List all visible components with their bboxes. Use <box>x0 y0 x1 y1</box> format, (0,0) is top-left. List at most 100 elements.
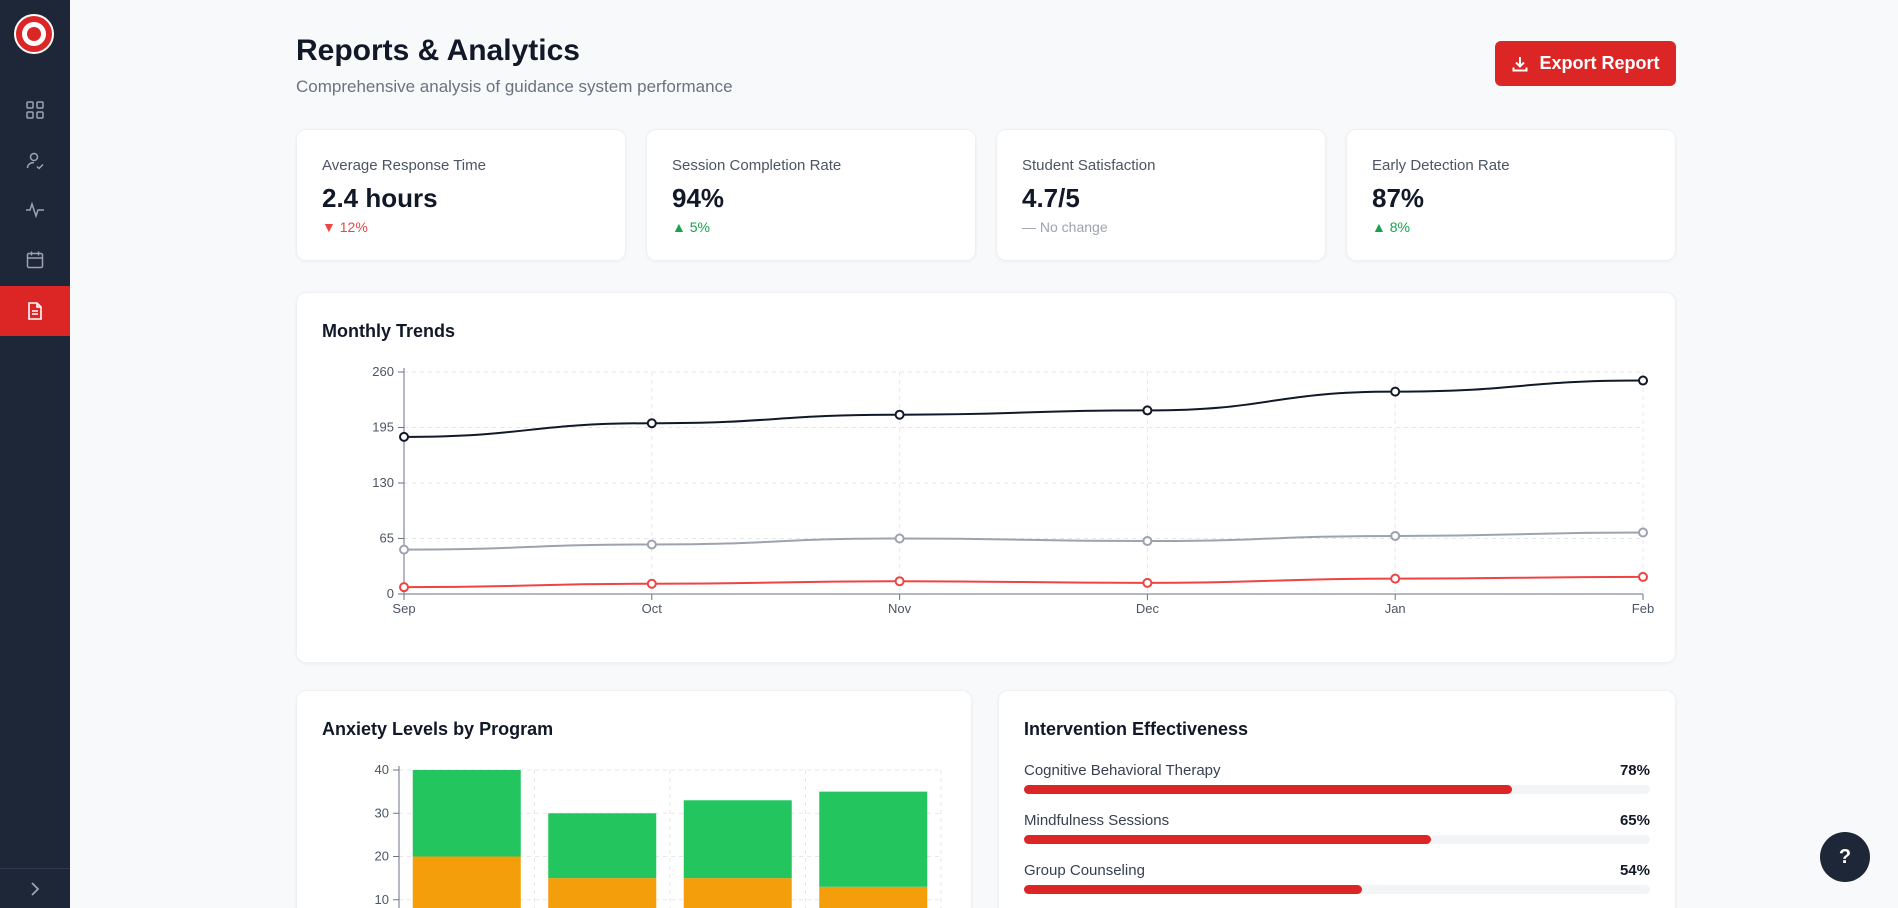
x-tick-label: Jan <box>1385 601 1406 616</box>
logo-emblem <box>22 22 46 46</box>
x-tick-label: Sep <box>392 601 415 616</box>
bar-segment <box>819 791 928 887</box>
series-line <box>403 575 1644 589</box>
bar-segment <box>819 886 928 908</box>
sidebar <box>0 0 70 908</box>
intervention-value: 54% <box>1619 862 1650 879</box>
stat-change: — No change <box>1022 219 1108 235</box>
series-line <box>403 379 1644 438</box>
data-point <box>1638 375 1648 386</box>
y-tick-label: 65 <box>380 531 394 546</box>
chevron-right-icon <box>31 881 40 896</box>
stat-value: 87% <box>1372 183 1425 213</box>
page-title: Reports & Analytics <box>296 34 580 67</box>
dashboard-grid-icon <box>26 101 44 119</box>
data-point <box>1638 571 1648 582</box>
bar-segment <box>412 856 521 908</box>
x-tick-label: Oct <box>642 601 663 616</box>
y-tick-label: 10 <box>375 892 389 907</box>
data-point <box>399 544 409 555</box>
data-point <box>1142 577 1153 588</box>
anxiety-levels-chart: 10 20 30 40 <box>375 762 942 908</box>
export-report-label: Export Report <box>1539 53 1660 73</box>
intervention-track <box>1024 885 1650 894</box>
data-point <box>1638 527 1648 538</box>
intervention-label: Group Counseling <box>1024 862 1145 879</box>
stat-card-response-time: Average Response Time 2.4 hours ▼ 12% <box>296 129 626 261</box>
stat-change: ▲ 5% <box>672 219 710 235</box>
data-point <box>894 576 905 587</box>
y-tick-label: 40 <box>375 762 389 777</box>
sidebar-item-calendar[interactable] <box>0 235 70 285</box>
stat-value: 94% <box>672 183 725 213</box>
data-point <box>1390 530 1401 541</box>
x-tick-label: Feb <box>1632 601 1654 616</box>
anxiety-levels-card: Anxiety Levels by Program 10 20 30 40 <box>296 690 972 908</box>
x-tick-label: Dec <box>1136 601 1160 616</box>
bar-segment <box>683 800 792 879</box>
export-report-button[interactable]: Export Report <box>1495 41 1676 86</box>
intervention-track <box>1024 785 1650 794</box>
x-tick-label: Nov <box>888 601 912 616</box>
y-tick-label: 195 <box>372 420 394 435</box>
sidebar-expand-button[interactable] <box>0 868 70 908</box>
y-tick-label: 260 <box>372 364 394 379</box>
users-icon <box>26 152 44 170</box>
intervention-progress-bar <box>1024 835 1431 844</box>
bar-segment <box>548 813 657 879</box>
anxiety-levels-title: Anxiety Levels by Program <box>322 719 554 739</box>
intervention-effectiveness-card: Intervention Effectiveness Cognitive Beh… <box>998 690 1676 908</box>
activity-icon <box>26 201 44 219</box>
bar-segment <box>548 878 657 908</box>
data-point <box>1142 405 1153 416</box>
download-icon <box>1512 56 1528 71</box>
data-point <box>646 578 657 589</box>
stat-label: Early Detection Rate <box>1372 157 1510 174</box>
page-subtitle: Comprehensive analysis of guidance syste… <box>296 77 733 96</box>
reports-document-icon <box>28 302 42 320</box>
data-point <box>894 533 905 544</box>
data-point <box>1142 536 1153 547</box>
stat-label: Student Satisfaction <box>1022 157 1156 174</box>
sidebar-item-activity[interactable] <box>0 185 70 235</box>
data-point <box>1390 386 1401 397</box>
intervention-progress-bar <box>1024 785 1513 794</box>
data-point <box>646 539 657 550</box>
stat-label: Average Response Time <box>322 157 486 174</box>
stat-value: 2.4 hours <box>322 183 438 213</box>
bar-segment <box>412 770 521 857</box>
intervention-progress-bar <box>1024 885 1363 894</box>
data-point <box>1390 573 1401 584</box>
data-point <box>894 409 905 420</box>
y-tick-label: 0 <box>387 586 394 601</box>
intervention-label: Mindfulness Sessions <box>1024 812 1170 829</box>
intervention-effectiveness-title: Intervention Effectiveness <box>1024 719 1249 739</box>
stat-value: 4.7/5 <box>1022 183 1080 213</box>
data-point <box>646 418 657 429</box>
intervention-value: 78% <box>1619 762 1650 779</box>
intervention-value: 65% <box>1619 812 1650 829</box>
monthly-trends-card: Monthly Trends 0 65 130 195 260 Sep Oct Nov Dec J… <box>296 292 1676 663</box>
sidebar-item-students[interactable] <box>0 136 70 186</box>
help-button[interactable]: ? <box>1820 832 1870 882</box>
stat-label: Session Completion Rate <box>672 157 842 174</box>
monthly-trends-title: Monthly Trends <box>322 321 456 341</box>
stat-card-early-detection: Early Detection Rate 87% ▲ 8% <box>1346 129 1676 261</box>
y-tick-label: 20 <box>375 849 389 864</box>
y-tick-label: 130 <box>372 475 394 490</box>
sidebar-item-reports[interactable] <box>0 286 70 336</box>
y-tick-label: 30 <box>375 805 389 820</box>
sidebar-item-dashboard[interactable] <box>0 85 70 135</box>
stat-change: ▼ 12% <box>322 219 368 235</box>
stat-change: ▲ 8% <box>1372 219 1410 235</box>
series-line <box>403 531 1644 551</box>
data-point <box>399 582 409 593</box>
stat-card-satisfaction: Student Satisfaction 4.7/5 — No change <box>996 129 1326 261</box>
stat-card-completion-rate: Session Completion Rate 94% ▲ 5% <box>646 129 976 261</box>
intervention-track <box>1024 835 1650 844</box>
monthly-trends-chart: 0 65 130 195 260 Sep Oct Nov Dec Jan Feb <box>372 364 1654 616</box>
bar-segment <box>683 878 792 908</box>
logo[interactable] <box>14 14 54 54</box>
intervention-label: Cognitive Behavioral Therapy <box>1024 762 1221 779</box>
calendar-icon <box>26 251 44 269</box>
